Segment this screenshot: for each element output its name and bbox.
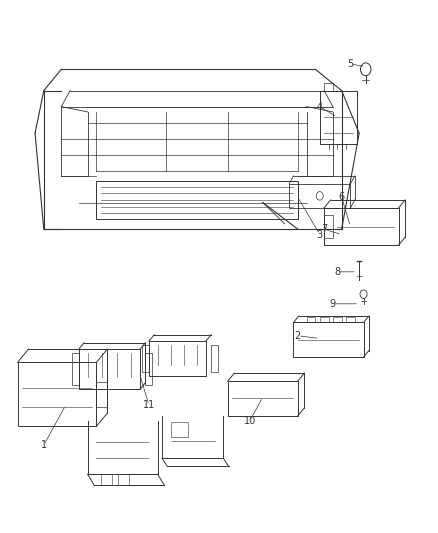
Bar bbox=[307, 317, 315, 322]
Bar bbox=[72, 353, 79, 385]
Bar bbox=[346, 317, 355, 322]
Bar bbox=[145, 353, 152, 385]
Bar bbox=[320, 317, 328, 322]
Text: 3: 3 bbox=[317, 230, 323, 239]
Text: 8: 8 bbox=[334, 267, 340, 277]
Bar bbox=[149, 341, 206, 376]
Bar bbox=[324, 208, 399, 245]
Bar bbox=[320, 91, 357, 144]
Text: 5: 5 bbox=[347, 59, 353, 69]
Text: 7: 7 bbox=[321, 224, 327, 234]
Text: 4: 4 bbox=[317, 102, 323, 111]
Text: 6: 6 bbox=[339, 192, 345, 202]
Text: 11: 11 bbox=[143, 400, 155, 410]
Bar bbox=[118, 474, 129, 485]
Bar bbox=[324, 215, 333, 238]
Bar bbox=[96, 181, 298, 219]
Bar bbox=[171, 422, 188, 437]
Bar bbox=[96, 382, 107, 407]
Bar bbox=[211, 344, 218, 372]
Text: 2: 2 bbox=[295, 331, 301, 341]
Text: 1: 1 bbox=[41, 440, 47, 450]
Bar bbox=[333, 317, 342, 322]
Bar bbox=[142, 344, 149, 372]
Bar bbox=[293, 322, 364, 357]
Text: 9: 9 bbox=[330, 299, 336, 309]
Text: 10: 10 bbox=[244, 416, 256, 426]
Bar bbox=[289, 184, 350, 208]
Bar bbox=[79, 349, 140, 389]
Bar bbox=[324, 83, 333, 91]
Bar bbox=[228, 381, 298, 416]
Bar bbox=[18, 362, 96, 426]
Bar bbox=[101, 474, 112, 485]
